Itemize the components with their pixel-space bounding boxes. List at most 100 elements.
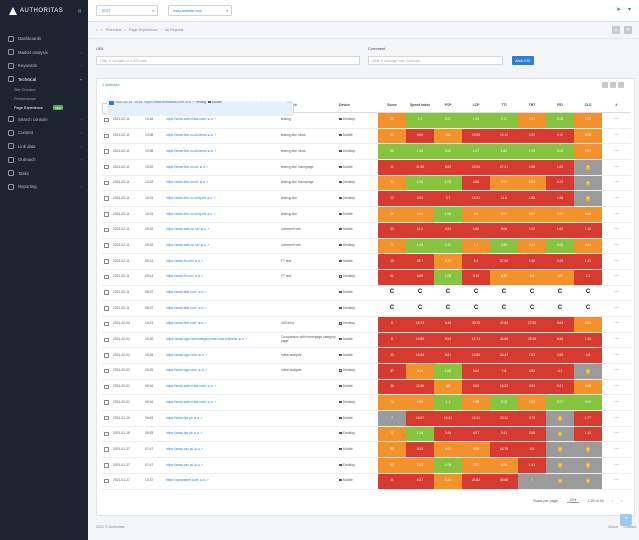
row-select-cell[interactable] [102, 363, 112, 380]
url-actions-icon[interactable]: ⊕ ⧉ ↗ [198, 368, 208, 373]
scroll-top-button[interactable]: ^ [620, 514, 632, 526]
row-actions-icon[interactable]: ⋯ [602, 363, 631, 380]
row-select-cell[interactable] [102, 332, 112, 349]
row-select-cell[interactable] [102, 175, 112, 192]
row-actions-icon[interactable]: ⋯ [602, 410, 631, 427]
url-link[interactable]: https://www.authoritas.com/ [166, 384, 207, 389]
table-row[interactable]: 2021-02-11 10:08 https://www.bbc.co.uk/new… [102, 143, 631, 161]
url-link[interactable]: https://www.vaz.pt/ [166, 446, 194, 451]
sidebar-item-search-console[interactable]: Search console › [0, 112, 88, 126]
table-row[interactable]: 2021-02-04 15:41 https://www.test.com/ ⊕ ⧉… [102, 316, 631, 333]
row-actions-icon[interactable]: ⋯ [602, 285, 631, 302]
url-link[interactable]: https://www.fpz.pt/ [166, 415, 193, 420]
sidebar-item-reporting[interactable]: Reporting › [0, 180, 88, 194]
row-actions-icon[interactable]: ⋯ [602, 394, 631, 412]
send-icon[interactable]: ➤ [615, 7, 621, 13]
prev-page-icon[interactable]: ‹ [611, 498, 613, 503]
url-actions-icon[interactable]: ⊕ ⧉ ↗ [200, 242, 210, 247]
row-checkbox[interactable] [104, 306, 109, 311]
url-link[interactable]: https://www.cats.co.uk/ [166, 227, 200, 232]
row-actions-icon[interactable]: ⋯ [602, 143, 631, 161]
breadcrumb-item-technical[interactable]: Technical [105, 28, 122, 32]
row-actions-icon[interactable]: ⋯ [602, 206, 631, 223]
sidebar-item-link-data[interactable]: Link data › [0, 139, 88, 153]
row-actions-icon[interactable]: ⋯ [602, 128, 631, 145]
row-checkbox[interactable] [104, 212, 109, 217]
next-page-icon[interactable]: › [620, 498, 622, 503]
row-select-cell[interactable] [102, 112, 112, 129]
breadcrumb-item-page-experience[interactable]: Page Experience [128, 28, 158, 32]
url-actions-icon[interactable]: ⊕ ⧉ ↗ [199, 478, 209, 483]
url-link[interactable]: https://www.test.com/ [166, 321, 198, 326]
row-select-cell[interactable] [102, 222, 112, 239]
row-checkbox[interactable] [104, 321, 109, 327]
url-link[interactable]: https://www.vaz.pt/ [166, 462, 194, 467]
row-actions-icon[interactable]: ⋯ [602, 222, 631, 239]
table-row[interactable]: 2021-02-11 09:32 https://www.cats.co.uk/ ⊕… [102, 238, 631, 255]
row-checkbox[interactable] [104, 149, 109, 154]
url-actions-icon[interactable]: ⊕ ⧉ ↗ [198, 290, 207, 295]
table-row[interactable]: 2021-01-27 07:47 https://www.vaz.pt/ ⊕ ⧉ ↗… [102, 457, 631, 474]
url-actions-icon[interactable]: ⊕ ⧉ ↗ [207, 211, 216, 216]
row-checkbox[interactable] [104, 274, 109, 280]
url-actions-icon[interactable]: ⊕ ⧉ ↗ [198, 305, 207, 310]
url-actions-icon[interactable]: ⊕ ⧉ ↗ [200, 227, 210, 232]
table-row[interactable]: 2021-02-01 09:34 https://www.authoritas.co… [102, 379, 631, 396]
row-actions-icon[interactable]: ⋯ [602, 316, 631, 333]
project-select[interactable]: TEST ▾ [96, 5, 158, 16]
row-checkbox[interactable] [104, 180, 109, 186]
row-actions-icon[interactable]: ⋯ [602, 190, 631, 208]
row-select-cell[interactable] [102, 426, 112, 443]
url-link[interactable]: https://wpstrainer.com/ [166, 478, 199, 483]
row-select-cell[interactable] [102, 159, 112, 176]
sidebar-item-technical[interactable]: Technical ▾ [0, 73, 88, 87]
row-actions-icon[interactable]: ⋯ [602, 426, 631, 443]
row-checkbox[interactable] [104, 133, 109, 139]
row-checkbox[interactable] [104, 431, 109, 437]
analyse-button[interactable]: ANALYSE [512, 56, 534, 65]
row-select-cell[interactable] [102, 190, 112, 208]
url-link[interactable]: https://www.authoritas.com/ [166, 399, 207, 404]
row-select-cell[interactable] [102, 285, 112, 302]
row-select-cell[interactable] [102, 253, 112, 270]
rows-per-page-select[interactable]: 25 ▾ [566, 498, 580, 503]
row-select-cell[interactable] [102, 457, 112, 474]
table-row[interactable]: 2021-01-27 07:47 https://www.vaz.pt/ ⊕ ⧉ ↗… [102, 441, 631, 459]
row-checkbox[interactable] [104, 384, 109, 390]
table-row[interactable]: 2021-02-11 10:18 https://www.authoritas.co… [102, 100, 294, 117]
sidebar-subitem-site-checker[interactable]: Site Checker [0, 86, 88, 95]
row-select-cell[interactable] [102, 316, 112, 333]
footer-link-contact[interactable]: Contact [623, 525, 636, 529]
table-row[interactable]: 2021-01-27 10:37 https://wpstrainer.com/ ⊕… [102, 473, 631, 490]
row-select-cell[interactable] [102, 379, 112, 396]
column-header--[interactable]: # [602, 98, 631, 113]
column-header-lcp[interactable]: LCP [462, 98, 490, 113]
table-row[interactable]: 2021-02-11 08:37 https://www.test.com/ ⊕ ⧉… [102, 285, 631, 302]
url-actions-icon[interactable]: ⊕ ⧉ ↗ [194, 274, 204, 279]
table-row[interactable]: 2021-02-02 15:25 https://www.uga.com/ ⊕ ⧉ … [102, 347, 631, 364]
row-actions-icon[interactable]: ⋯ [602, 347, 631, 364]
url-link[interactable]: https://www.uga.com/ [166, 368, 198, 373]
url-link[interactable]: https://www.authoritas.com/ [144, 100, 185, 104]
sidebar-item-keywords[interactable]: Keywords › [0, 59, 88, 73]
sidebar-item-content[interactable]: Content › [0, 126, 88, 140]
url-link[interactable]: https://www.bbc.co.uk/ [166, 180, 199, 185]
column-header-speed-index[interactable]: Speed Index [406, 98, 434, 113]
url-link[interactable]: https://www.cats.co.uk/ [166, 242, 200, 247]
column-header-fid[interactable]: FID [546, 98, 574, 113]
row-checkbox[interactable] [104, 353, 109, 358]
row-checkbox[interactable] [104, 290, 109, 295]
url-actions-icon[interactable]: ⊕ ⧉ ↗ [185, 100, 195, 104]
table-row[interactable]: 2021-02-11 09:14 https://www.ft.com/ ⊕ ⧉ ↗… [102, 253, 631, 270]
url-link[interactable]: https://www.bbc.co.uk/sport [166, 211, 207, 216]
table-row[interactable]: 2021-01-19 09:53 https://www.fpz.pt/ ⊕ ⧉ ↗… [102, 410, 631, 427]
url-actions-icon[interactable]: ⊕ ⧉ ↗ [207, 384, 217, 389]
url-link[interactable]: https://www.authoritas.com/ [166, 117, 207, 122]
row-checkbox[interactable] [104, 117, 109, 123]
row-checkbox[interactable] [104, 243, 109, 248]
url-link[interactable]: https://www.ft.com/ [166, 274, 194, 279]
sidebar-item-outreach[interactable]: Outreach › [0, 153, 88, 167]
footer-link-about[interactable]: About [608, 525, 618, 529]
row-actions-icon[interactable]: ⋯ [602, 457, 631, 474]
row-checkbox[interactable] [104, 337, 109, 343]
